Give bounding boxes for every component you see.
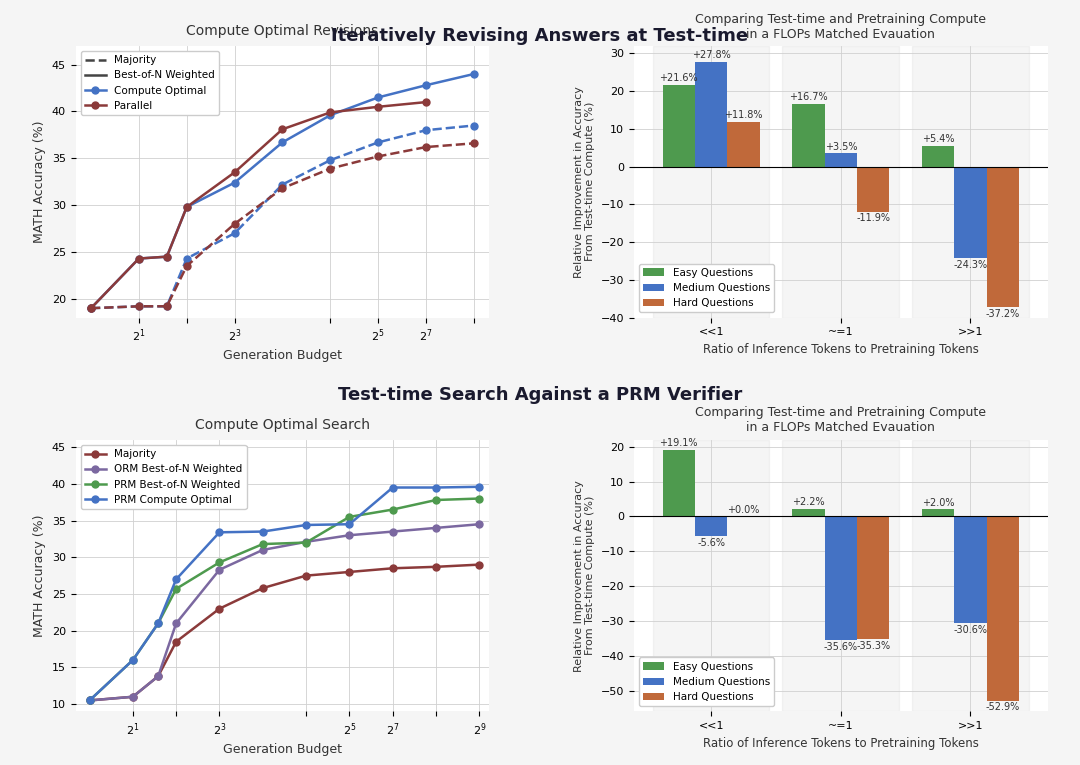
Bar	[913, 440, 1029, 711]
Text: +16.7%: +16.7%	[789, 92, 827, 102]
Text: -5.6%: -5.6%	[697, 538, 725, 548]
Bar	[694, 62, 727, 167]
Bar	[727, 122, 759, 167]
Y-axis label: Relative Improvement in Accuracy
From Test-time Compute (%): Relative Improvement in Accuracy From Te…	[573, 480, 595, 672]
Bar	[652, 46, 769, 317]
Text: -52.9%: -52.9%	[986, 702, 1020, 712]
Bar	[792, 509, 825, 516]
Text: +0.0%: +0.0%	[727, 505, 759, 515]
Bar	[662, 450, 694, 516]
Title: Compute Optimal Search: Compute Optimal Search	[194, 418, 370, 431]
Legend: Majority, ORM Best-of-N Weighted, PRM Best-of-N Weighted, PRM Compute Optimal: Majority, ORM Best-of-N Weighted, PRM Be…	[81, 445, 246, 509]
X-axis label: Ratio of Inference Tokens to Pretraining Tokens: Ratio of Inference Tokens to Pretraining…	[703, 343, 978, 356]
Title: Compute Optimal Revisions: Compute Optimal Revisions	[186, 24, 378, 37]
Bar	[922, 146, 955, 167]
Y-axis label: MATH Accuracy (%): MATH Accuracy (%)	[33, 120, 46, 243]
Bar	[782, 440, 900, 711]
Text: -37.2%: -37.2%	[986, 309, 1020, 319]
Bar	[987, 167, 1020, 307]
Bar	[955, 516, 987, 623]
Text: +5.4%: +5.4%	[922, 135, 955, 145]
Bar	[858, 167, 890, 212]
Text: -35.6%: -35.6%	[824, 642, 858, 652]
Y-axis label: Relative Improvement in Accuracy
From Test-time Compute (%): Relative Improvement in Accuracy From Te…	[573, 86, 595, 278]
Bar	[694, 516, 727, 536]
Text: +27.8%: +27.8%	[692, 50, 730, 60]
Text: +11.8%: +11.8%	[725, 110, 762, 120]
Bar	[955, 167, 987, 259]
Title: Comparing Test-time and Pretraining Compute
in a FLOPs Matched Evauation: Comparing Test-time and Pretraining Comp…	[696, 406, 986, 435]
Text: +21.6%: +21.6%	[660, 73, 698, 83]
Y-axis label: MATH Accuracy (%): MATH Accuracy (%)	[33, 514, 46, 637]
Bar	[782, 46, 900, 317]
X-axis label: Generation Budget: Generation Budget	[222, 350, 342, 363]
Bar	[825, 516, 858, 640]
Text: Test-time Search Against a PRM Verifier: Test-time Search Against a PRM Verifier	[338, 386, 742, 405]
Text: +2.2%: +2.2%	[792, 497, 825, 507]
Legend: Easy Questions, Medium Questions, Hard Questions: Easy Questions, Medium Questions, Hard Q…	[639, 264, 774, 312]
Legend: Easy Questions, Medium Questions, Hard Questions: Easy Questions, Medium Questions, Hard Q…	[639, 657, 774, 706]
Text: -24.3%: -24.3%	[954, 260, 987, 270]
Bar	[662, 85, 694, 167]
Legend: Majority, Best-of-N Weighted, Compute Optimal, Parallel: Majority, Best-of-N Weighted, Compute Op…	[81, 51, 219, 115]
Bar	[792, 103, 825, 167]
X-axis label: Ratio of Inference Tokens to Pretraining Tokens: Ratio of Inference Tokens to Pretraining…	[703, 737, 978, 750]
Bar	[913, 46, 1029, 317]
Bar	[922, 509, 955, 516]
X-axis label: Generation Budget: Generation Budget	[222, 744, 342, 757]
Text: -30.6%: -30.6%	[954, 625, 987, 635]
Text: +2.0%: +2.0%	[922, 498, 955, 508]
Text: Iteratively Revising Answers at Test-time: Iteratively Revising Answers at Test-tim…	[332, 27, 748, 45]
Bar	[858, 516, 890, 640]
Bar	[652, 440, 769, 711]
Bar	[825, 154, 858, 167]
Text: +19.1%: +19.1%	[660, 438, 698, 448]
Bar	[987, 516, 1020, 701]
Text: -11.9%: -11.9%	[856, 213, 890, 223]
Title: Comparing Test-time and Pretraining Compute
in a FLOPs Matched Evauation: Comparing Test-time and Pretraining Comp…	[696, 12, 986, 41]
Text: -35.3%: -35.3%	[856, 641, 890, 651]
Text: +3.5%: +3.5%	[824, 142, 858, 151]
